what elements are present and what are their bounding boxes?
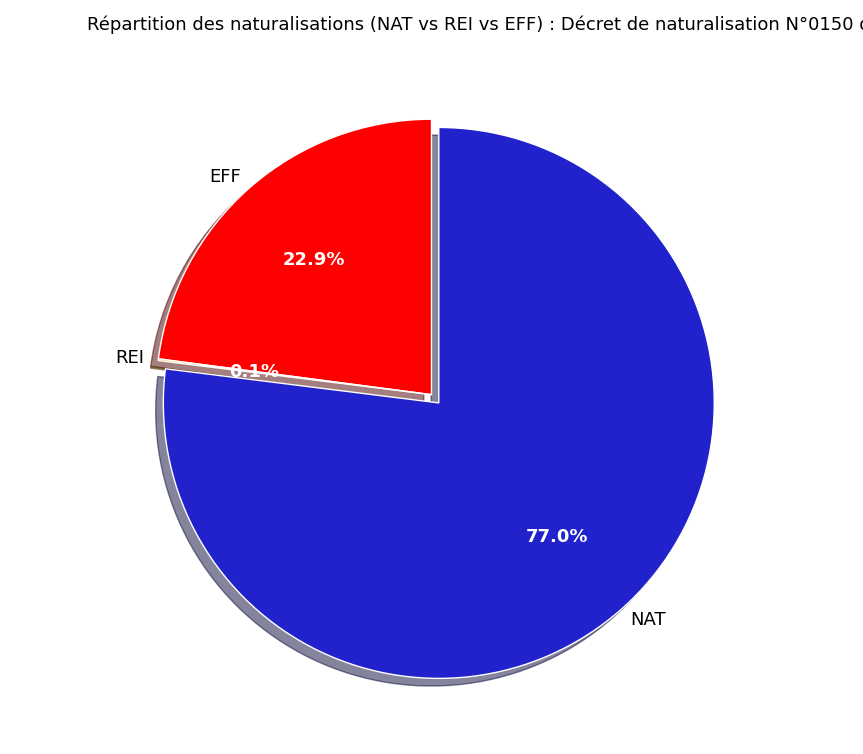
Text: EFF: EFF: [209, 168, 241, 186]
Wedge shape: [159, 119, 432, 394]
Text: NAT: NAT: [630, 611, 666, 629]
Text: 22.9%: 22.9%: [282, 251, 344, 269]
Text: 77.0%: 77.0%: [526, 528, 589, 546]
Text: 0.1%: 0.1%: [229, 363, 279, 381]
Wedge shape: [163, 127, 715, 679]
Text: Répartition des naturalisations (NAT vs REI vs EFF) : Décret de naturalisation N: Répartition des naturalisations (NAT vs …: [87, 15, 863, 33]
Text: REI: REI: [116, 349, 145, 367]
Wedge shape: [158, 359, 432, 394]
